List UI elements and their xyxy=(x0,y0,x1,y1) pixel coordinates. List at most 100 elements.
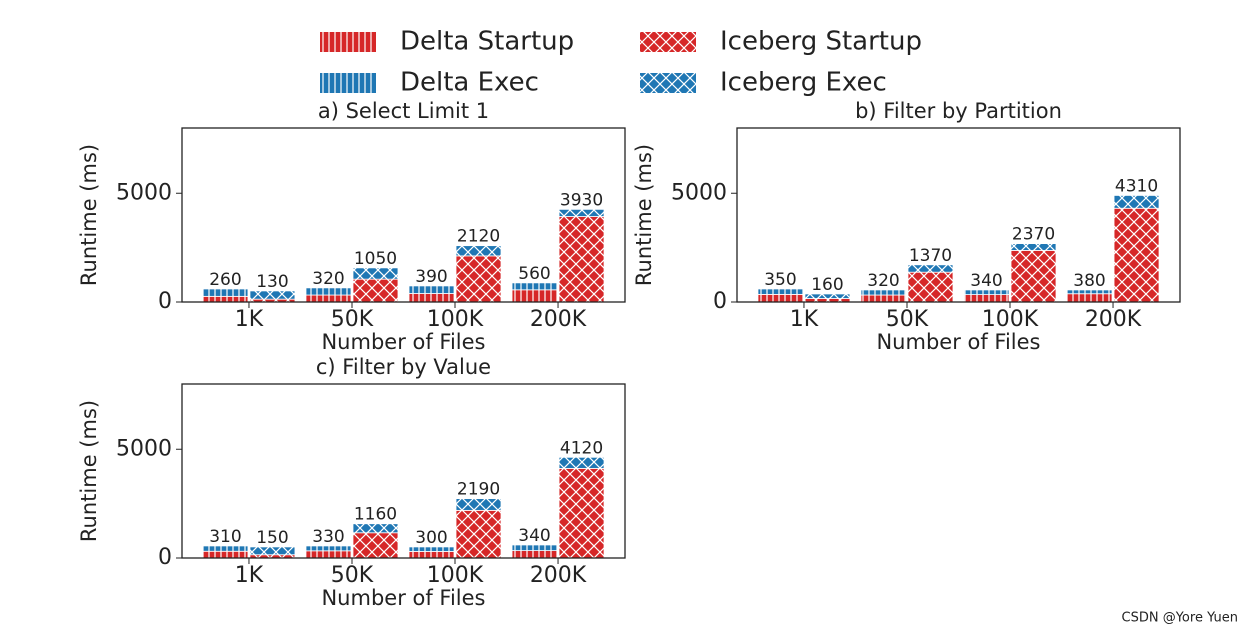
bar-segment xyxy=(558,456,605,469)
x-tick-label: 200K xyxy=(530,563,587,588)
legend-swatch xyxy=(640,73,696,93)
x-axis-label: Number of Files xyxy=(321,330,485,354)
legend-label: Iceberg Exec xyxy=(720,68,887,98)
bar-segment xyxy=(202,550,249,559)
bar-segment xyxy=(511,289,558,303)
data-label: 4310 xyxy=(1115,176,1158,196)
bar-segment xyxy=(511,550,558,559)
data-label: 560 xyxy=(518,264,550,284)
data-label: 300 xyxy=(415,528,447,548)
data-label: 130 xyxy=(256,272,288,292)
legend-label: Delta Startup xyxy=(400,27,574,57)
x-tick-label: 1K xyxy=(235,563,264,588)
bar-segment xyxy=(305,294,352,303)
bar-segment xyxy=(305,550,352,559)
bar-segment xyxy=(455,255,502,303)
bar-segment xyxy=(455,498,502,511)
y-tick-label: 5000 xyxy=(116,436,172,461)
y-tick-label: 0 xyxy=(158,289,172,314)
subplot-title: a) Select Limit 1 xyxy=(318,99,489,123)
bar-segment xyxy=(408,546,455,552)
bar-segment xyxy=(352,278,399,303)
watermark: CSDN @Yore Yuen xyxy=(1122,611,1238,626)
x-axis-label: Number of Files xyxy=(876,330,1040,354)
bar-segment xyxy=(352,532,399,559)
bar-segment xyxy=(1066,293,1113,303)
legend-swatch xyxy=(320,32,376,52)
bar-segment xyxy=(1113,207,1160,303)
bar-segment xyxy=(860,294,907,303)
bar-segment xyxy=(804,293,851,299)
y-axis-label: Runtime (ms) xyxy=(632,144,656,286)
axes-frame xyxy=(736,127,1181,303)
y-tick-label: 5000 xyxy=(671,180,727,205)
bar-segment xyxy=(305,545,352,552)
y-axis-label: Runtime (ms) xyxy=(77,144,101,286)
y-tick-label: 5000 xyxy=(116,180,172,205)
x-tick-label: 1K xyxy=(235,307,264,332)
bar-segment xyxy=(249,290,296,300)
bar-segment xyxy=(907,264,954,273)
subplot-title: b) Filter by Partition xyxy=(855,99,1062,123)
data-label: 310 xyxy=(209,527,241,547)
bar-segment xyxy=(455,245,502,257)
data-label: 1370 xyxy=(909,246,952,266)
bar-segment xyxy=(1010,250,1057,303)
legend-swatch xyxy=(320,73,376,93)
x-tick-label: 200K xyxy=(1085,307,1142,332)
x-tick-label: 200K xyxy=(530,307,587,332)
legend-swatch xyxy=(640,32,696,52)
bar-segment xyxy=(202,288,249,297)
bar-segment xyxy=(305,287,352,296)
bar-segment xyxy=(202,545,249,552)
bar-segment xyxy=(511,544,558,552)
data-label: 320 xyxy=(867,271,899,291)
bar-segment xyxy=(963,294,1010,303)
x-tick-label: 50K xyxy=(886,307,929,332)
y-tick-label: 0 xyxy=(158,545,172,570)
bar-segment xyxy=(963,289,1010,296)
x-tick-label: 50K xyxy=(331,307,374,332)
data-label: 2120 xyxy=(457,227,500,247)
data-label: 1050 xyxy=(354,249,397,269)
legend-label: Delta Exec xyxy=(400,68,539,98)
bar-segment xyxy=(558,216,605,303)
x-axis-label: Number of Files xyxy=(321,586,485,610)
bar-segment xyxy=(455,509,502,559)
legend-label: Iceberg Startup xyxy=(720,27,922,57)
bar-segment xyxy=(408,293,455,303)
data-label: 390 xyxy=(415,267,447,287)
x-tick-label: 100K xyxy=(427,563,484,588)
data-label: 150 xyxy=(256,528,288,548)
bar-segment xyxy=(249,546,296,556)
x-tick-label: 100K xyxy=(427,307,484,332)
y-tick-label: 0 xyxy=(713,289,727,314)
bar-segment xyxy=(408,285,455,294)
data-label: 340 xyxy=(518,526,550,546)
subplot: c) Filter by Value Number of Files Runtime… xyxy=(77,355,626,610)
axes-frame xyxy=(181,127,626,303)
x-tick-label: 50K xyxy=(331,563,374,588)
subplot: b) Filter by Partition Number of Files Run… xyxy=(632,99,1181,354)
data-label: 2190 xyxy=(457,480,500,500)
bar-segment xyxy=(558,467,605,559)
bar-segment xyxy=(408,551,455,559)
bar-segment xyxy=(757,288,804,295)
data-label: 340 xyxy=(970,271,1002,291)
data-label: 4120 xyxy=(560,438,603,458)
data-label: 2370 xyxy=(1012,225,1055,245)
data-label: 330 xyxy=(312,527,344,547)
bar-segment xyxy=(352,267,399,280)
subplot-title: c) Filter by Value xyxy=(316,355,491,379)
data-label: 1160 xyxy=(354,505,397,525)
bar-segment xyxy=(757,293,804,303)
bar-segment xyxy=(1066,289,1113,295)
subplot: a) Select Limit 1 Number of Files Runtime … xyxy=(77,99,626,354)
data-label: 350 xyxy=(764,270,796,290)
bar-segment xyxy=(511,282,558,291)
bar-segment xyxy=(352,523,399,534)
bar-segment xyxy=(1113,195,1160,209)
bar-segment xyxy=(860,289,907,296)
bar-segment xyxy=(202,295,249,303)
